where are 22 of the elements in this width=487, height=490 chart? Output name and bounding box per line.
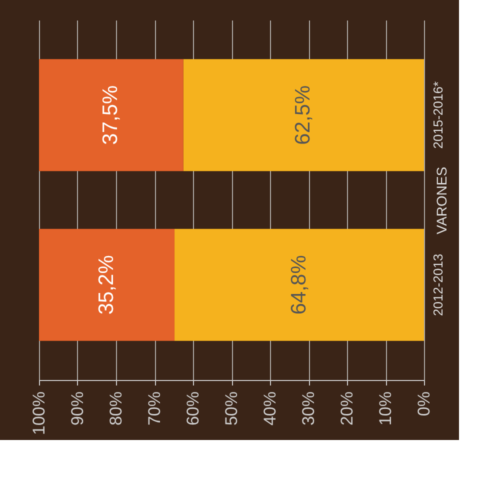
text: 64,8% bbox=[287, 255, 310, 315]
text: 62,5% bbox=[292, 85, 315, 145]
x-tick-label: 10% bbox=[376, 392, 395, 426]
text: 37,5% bbox=[99, 85, 122, 145]
text: 35,2% bbox=[94, 255, 118, 315]
y-tick-label: 2012-2013 bbox=[430, 254, 446, 316]
x-tick-label: 80% bbox=[106, 392, 126, 426]
y-axis-title: VARONES bbox=[434, 166, 450, 234]
x-tick-label: 90% bbox=[68, 392, 87, 426]
x-tick-label: 40% bbox=[260, 392, 280, 426]
x-tick-label: 0% bbox=[414, 392, 434, 416]
bar bbox=[183, 59, 424, 172]
y-tick-label: 2015-2016* bbox=[430, 81, 446, 149]
bar bbox=[174, 228, 424, 341]
x-tick-label: 100% bbox=[30, 392, 48, 435]
x-tick-label: 70% bbox=[145, 392, 164, 426]
x-tick-label: 20% bbox=[338, 392, 356, 426]
x-tick-label: 50% bbox=[222, 392, 241, 426]
bar bbox=[39, 228, 175, 341]
bar bbox=[39, 59, 184, 172]
x-tick-label: 30% bbox=[299, 392, 318, 426]
x-tick-label: 60% bbox=[184, 392, 202, 426]
